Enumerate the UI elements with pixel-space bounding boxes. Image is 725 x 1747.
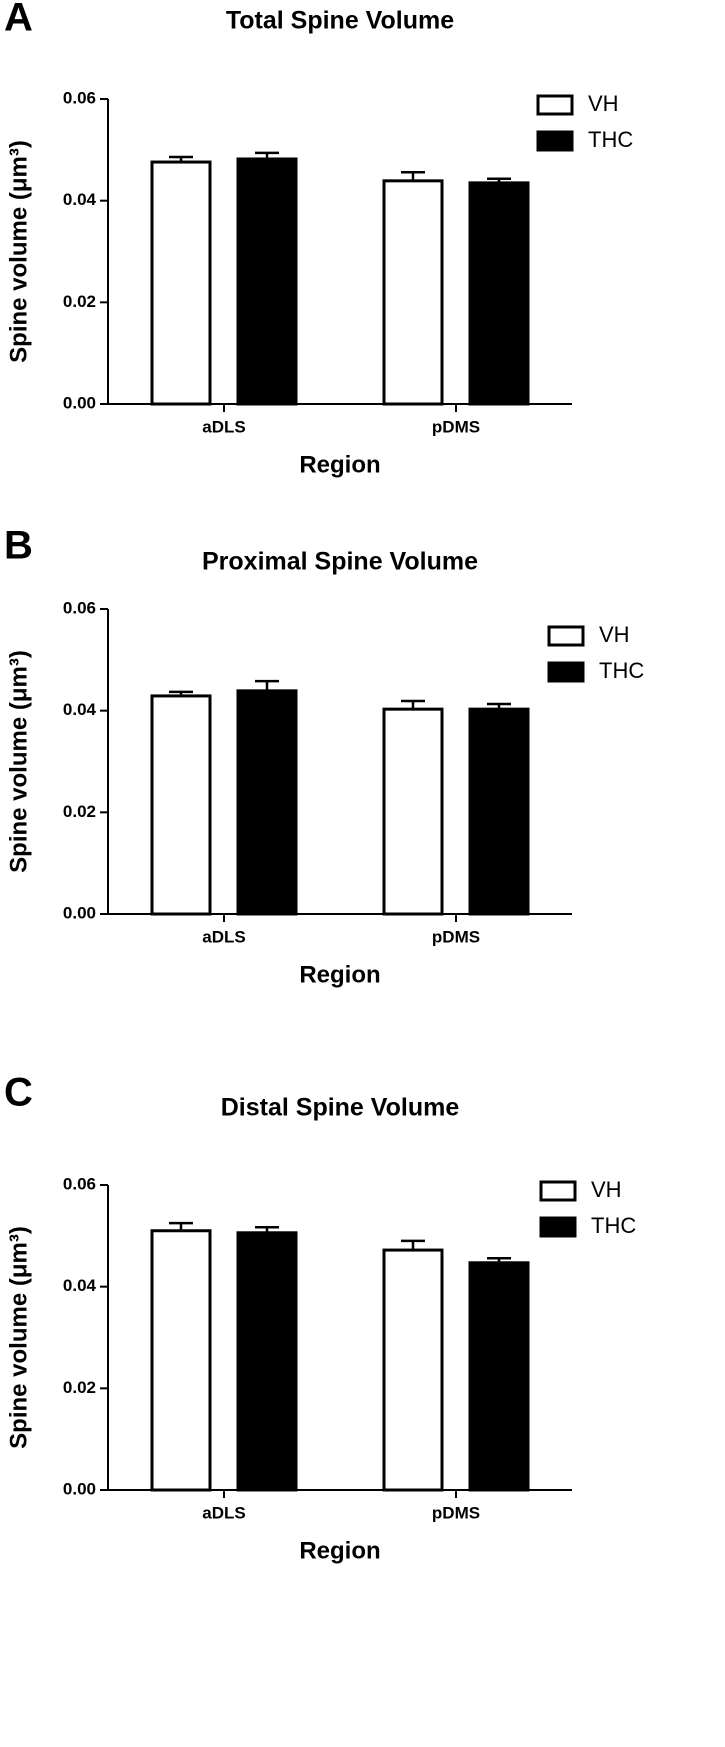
chart-title: Proximal Spine Volume (202, 548, 478, 576)
chart-title: Total Spine Volume (226, 7, 454, 35)
legend-label: VH (588, 91, 619, 116)
x-axis-label: Region (299, 961, 380, 988)
y-tick-label: 0.06 (63, 88, 96, 107)
x-tick-label: aDLS (202, 417, 245, 436)
y-tick-label: 0.04 (63, 700, 97, 719)
chart-panel: A Total Spine Volume Spine volume (μm³) Reg… (4, 0, 633, 478)
y-tick-label: 0.00 (63, 903, 96, 922)
x-tick-label: aDLS (202, 1503, 245, 1522)
bar (150, 694, 212, 916)
legend-swatch (536, 130, 574, 152)
x-axis-label: Region (299, 1537, 380, 1564)
bar (150, 1229, 212, 1492)
bar (382, 179, 444, 406)
x-tick-label: pDMS (432, 417, 480, 436)
y-tick-label: 0.00 (63, 1479, 96, 1498)
chart-title: Distal Spine Volume (221, 1094, 460, 1122)
panel-letter: C (4, 1071, 33, 1115)
panel-letter: A (4, 0, 33, 40)
bar (382, 1248, 444, 1492)
legend-label: THC (588, 127, 633, 152)
y-tick-label: 0.06 (63, 1174, 96, 1193)
y-tick-label: 0.04 (63, 190, 97, 209)
legend-label: THC (599, 658, 644, 683)
y-axis-label: Spine volume (μm³) (5, 140, 32, 363)
legend-swatch (547, 625, 585, 647)
bar (236, 157, 298, 406)
legend-swatch (547, 661, 585, 683)
y-axis-label: Spine volume (μm³) (5, 1226, 32, 1449)
bar (468, 707, 530, 916)
y-axis-label: Spine volume (μm³) (5, 650, 32, 873)
y-tick-label: 0.02 (63, 1378, 96, 1397)
bar (382, 707, 444, 916)
y-tick-label: 0.00 (63, 393, 96, 412)
panel-letter: B (4, 524, 33, 568)
x-axis-label: Region (299, 451, 380, 478)
legend-swatch (539, 1180, 577, 1202)
chart-panel: C Distal Spine Volume Spine volume (μm³) Re… (4, 1071, 636, 1565)
bar (236, 1231, 298, 1492)
chart-panel: B Proximal Spine Volume Spine volume (μm³)… (4, 524, 644, 989)
bar (468, 181, 530, 406)
bar (468, 1261, 530, 1492)
y-tick-label: 0.02 (63, 292, 96, 311)
x-tick-label: pDMS (432, 1503, 480, 1522)
y-tick-label: 0.02 (63, 802, 96, 821)
y-tick-label: 0.06 (63, 598, 96, 617)
legend-label: VH (591, 1177, 622, 1202)
bar (236, 689, 298, 916)
legend-label: THC (591, 1213, 636, 1238)
bar (150, 160, 212, 406)
x-tick-label: pDMS (432, 927, 480, 946)
legend-swatch (539, 1216, 577, 1238)
legend-label: VH (599, 622, 630, 647)
x-tick-label: aDLS (202, 927, 245, 946)
y-tick-label: 0.04 (63, 1276, 97, 1295)
legend-swatch (536, 94, 574, 116)
